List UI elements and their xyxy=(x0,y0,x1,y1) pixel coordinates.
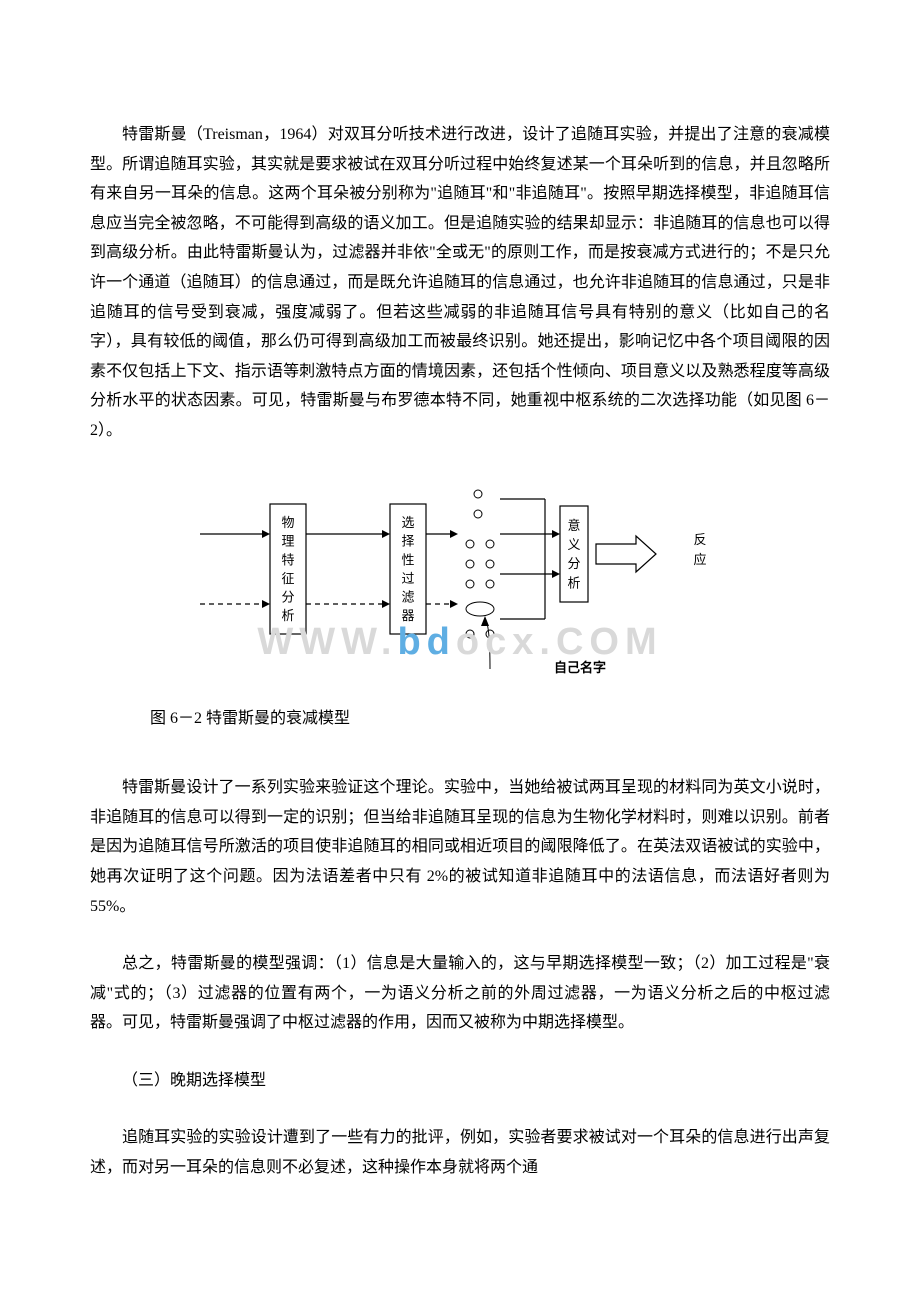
paragraph-2: 特雷斯曼设计了一系列实验来验证这个理论。实验中，当她给被试两耳呈现的材料同为英文… xyxy=(90,773,830,921)
svg-text:器: 器 xyxy=(401,608,414,623)
svg-text:过: 过 xyxy=(401,570,414,585)
svg-text:性: 性 xyxy=(401,552,414,567)
svg-text:征: 征 xyxy=(281,570,294,585)
paragraph-4: 追随耳实验的实验设计遭到了一些有力的批评，例如，实验者要求被试对一个耳朵的信息进… xyxy=(90,1123,830,1182)
paragraph-1: 特雷斯曼（Treisman，1964）对双耳分听技术进行改进，设计了追随耳实验，… xyxy=(90,120,830,446)
svg-text:滤: 滤 xyxy=(401,589,414,604)
svg-text:应: 应 xyxy=(693,552,706,567)
attenuation-model-diagram: 物理特征分析选择性过滤器意义分析反应自己名字 WWW.bdocx.COM xyxy=(140,474,780,694)
paragraph-3: 总之，特雷斯曼的模型强调：（1）信息是大量输入的，这与早期选择模型一致；（2）加… xyxy=(90,949,830,1038)
svg-text:分: 分 xyxy=(567,556,580,571)
svg-text:自己名字: 自己名字 xyxy=(554,660,606,675)
svg-text:反: 反 xyxy=(693,532,706,547)
svg-text:义: 义 xyxy=(567,536,580,551)
svg-text:意: 意 xyxy=(567,517,580,532)
subheading: （三）晚期选择模型 xyxy=(90,1066,830,1096)
svg-text:物: 物 xyxy=(281,515,294,530)
svg-text:理: 理 xyxy=(281,533,294,548)
svg-text:分: 分 xyxy=(281,589,294,604)
svg-text:选: 选 xyxy=(401,515,414,530)
svg-text:特: 特 xyxy=(281,552,294,567)
svg-text:析: 析 xyxy=(281,608,294,623)
figure-caption: 图 6－2 特雷斯曼的衰减模型 xyxy=(90,704,830,734)
svg-text:析: 析 xyxy=(567,575,580,590)
svg-text:择: 择 xyxy=(401,533,414,548)
